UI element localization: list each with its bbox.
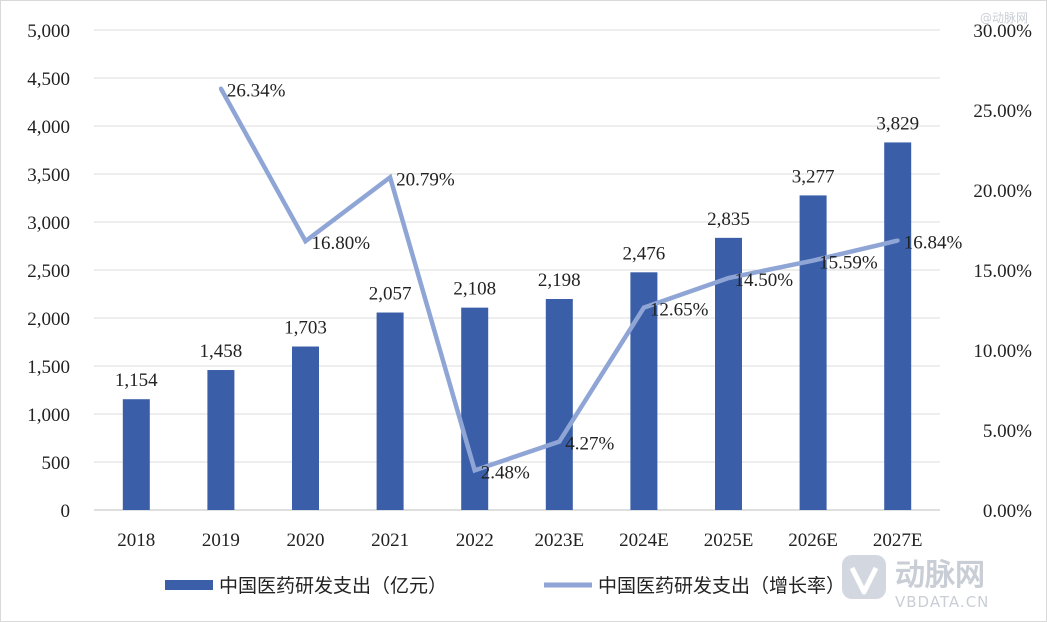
bar-series	[122, 142, 912, 510]
bar	[292, 346, 319, 510]
left-tick-label: 1,500	[27, 357, 70, 378]
line-point	[557, 439, 562, 444]
x-axis-ticks: 2018 2019 2020 2021 2022 2023E 2024E 2025E 2026E…	[117, 530, 922, 551]
x-tick-label: 2026E	[788, 530, 838, 551]
line-point	[472, 468, 477, 473]
right-tick-label: 0.00%	[983, 501, 1032, 522]
x-tick-label: 2022	[456, 530, 494, 551]
bar-data-label: 2,057	[369, 284, 412, 305]
right-tick-label: 30.00%	[973, 21, 1032, 42]
left-tick-label: 0	[61, 501, 71, 522]
right-tick-label: 5.00%	[983, 421, 1032, 442]
line-series	[218, 86, 900, 474]
x-tick-label: 2023E	[534, 530, 584, 551]
line-point	[303, 239, 308, 244]
right-tick-label: 20.00%	[973, 181, 1032, 202]
gridlines	[94, 29, 940, 511]
watermark-top-right: @动脉网	[980, 10, 1028, 25]
watermark-logo-cn: 动脉网	[895, 558, 985, 593]
line-data-label: 16.80%	[312, 233, 371, 254]
line-point	[641, 305, 646, 310]
legend-swatch-bar	[165, 580, 213, 590]
bar	[376, 312, 404, 510]
left-axis-ticks: 0 500 1,000 1,500 2,000 2,500 3,000 3,500 4,000 4…	[27, 21, 70, 522]
left-tick-label: 4,500	[27, 69, 70, 90]
bar	[884, 142, 912, 510]
left-tick-label: 4,000	[27, 117, 70, 138]
line-data-labels: 26.34% 16.80% 20.79% 2.48% 4.27% 12.65% 14.50%…	[227, 81, 963, 484]
left-tick-label: 2,500	[27, 261, 70, 282]
bar	[207, 370, 235, 510]
line-point	[895, 238, 900, 243]
x-tick-label: 2020	[287, 530, 325, 551]
x-tick-label: 2018	[117, 530, 155, 551]
bar-data-label: 1,458	[200, 341, 243, 362]
legend-label-line: 中国医药研发支出（增长率）	[598, 575, 845, 597]
right-axis-ticks: 0.00% 5.00% 10.00% 15.00% 20.00% 25.00% 30.00%	[973, 21, 1032, 522]
watermark-logo-en: VBDATA.CN	[895, 593, 989, 611]
line-data-label: 14.50%	[735, 270, 794, 291]
right-tick-label: 25.00%	[973, 101, 1032, 122]
line-point	[726, 276, 731, 280]
x-tick-label: 2019	[202, 530, 240, 551]
line-data-label: 2.48%	[481, 462, 530, 483]
line-point	[218, 86, 223, 91]
bar-data-label: 2,108	[453, 279, 496, 300]
bar	[461, 307, 489, 510]
line-point	[811, 258, 816, 263]
x-tick-label: 2027E	[873, 530, 923, 551]
legend: 中国医药研发支出（亿元） 中国医药研发支出（增长率）	[165, 575, 845, 597]
watermark-logo-icon	[842, 555, 886, 599]
bar	[630, 272, 658, 510]
bar	[122, 399, 150, 510]
bar-data-label: 2,835	[707, 209, 750, 230]
left-tick-label: 2,000	[27, 309, 70, 330]
x-tick-label: 2025E	[704, 530, 754, 551]
left-tick-label: 3,000	[27, 213, 70, 234]
bar-data-label: 1,154	[115, 370, 158, 391]
line-data-label: 15.59%	[819, 253, 878, 274]
legend-label-bar: 中国医药研发支出（亿元）	[219, 575, 447, 597]
x-tick-label: 2024E	[619, 530, 669, 551]
bar-data-label: 3,829	[876, 113, 919, 134]
line-data-label: 4.27%	[565, 434, 614, 455]
left-tick-label: 5,000	[27, 21, 70, 42]
line-data-label: 20.79%	[396, 169, 455, 190]
left-tick-label: 1,000	[27, 405, 70, 426]
left-tick-label: 3,500	[27, 165, 70, 186]
bar-data-label: 1,703	[284, 318, 327, 339]
left-tick-label: 500	[42, 453, 71, 474]
x-tick-label: 2021	[371, 530, 409, 551]
watermark: @动脉网 动脉网 VBDATA.CN	[842, 10, 1028, 611]
line-data-label: 26.34%	[227, 81, 286, 102]
bar-data-labels: 1,154 1,458 1,703 2,057 2,108 2,198 2,476 2,835…	[115, 113, 919, 391]
bar-data-label: 2,476	[623, 243, 666, 264]
bar-data-label: 2,198	[538, 270, 581, 291]
right-tick-label: 15.00%	[973, 261, 1032, 282]
bar-data-label: 3,277	[792, 166, 835, 187]
bar	[799, 195, 827, 510]
bar	[545, 298, 573, 510]
line-data-label: 12.65%	[650, 300, 709, 321]
line-point	[388, 175, 393, 180]
right-tick-label: 10.00%	[973, 341, 1032, 362]
line-data-label: 16.84%	[904, 233, 963, 254]
